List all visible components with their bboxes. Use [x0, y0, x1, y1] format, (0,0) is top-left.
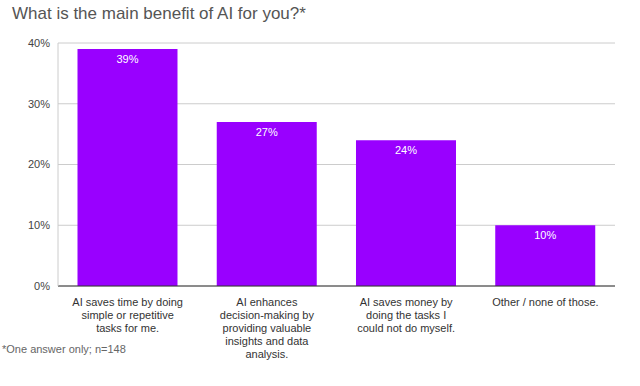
- svg-text:10%: 10%: [534, 229, 556, 241]
- svg-text:40%: 40%: [28, 37, 50, 49]
- svg-text:39%: 39%: [116, 53, 138, 65]
- svg-text:24%: 24%: [395, 144, 417, 156]
- svg-text:AI enhancesdecision-making byp: AI enhancesdecision-making byproviding v…: [220, 296, 315, 360]
- html-text:What is the main benefit of AI: What is the main benefit of AI for you?*: [12, 4, 306, 23]
- svg-text:30%: 30%: [28, 98, 50, 110]
- svg-text:0%: 0%: [34, 280, 50, 292]
- svg-text:20%: 20%: [28, 158, 50, 170]
- svg-text:10%: 10%: [28, 219, 50, 231]
- html-text:*One answer only; n=148: *One answer only; n=148: [2, 343, 126, 355]
- svg-text:27%: 27%: [256, 126, 278, 138]
- svg-text:AI saves money bydoing the tas: AI saves money bydoing the tasks Icould …: [357, 296, 455, 334]
- svg-text:AI saves time by doingsimple o: AI saves time by doingsimple or repetiti…: [72, 296, 183, 334]
- svg-text:Other / none of those.: Other / none of those.: [492, 296, 598, 308]
